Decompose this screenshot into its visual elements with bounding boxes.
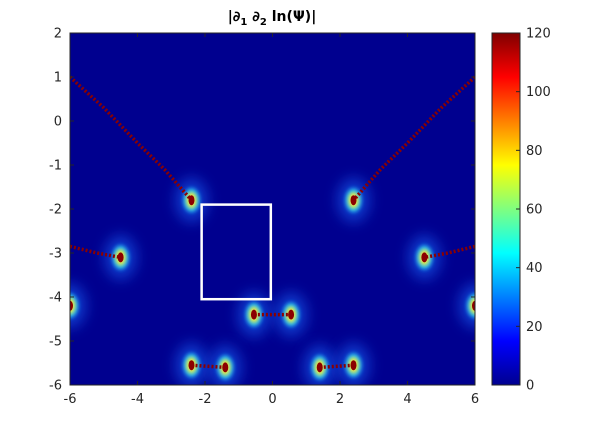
x-tick-label: -6 [64, 392, 77, 407]
peak-curve [424, 244, 475, 260]
y-axis: 2 1 0 -1 -2 -3 -4 -5 -6 [49, 27, 475, 394]
hot-spot-core [117, 252, 124, 263]
colorbar-gradient [491, 32, 521, 386]
x-axis: -6 -4 -2 0 2 4 6 [64, 33, 479, 407]
y-tick-label: -1 [49, 159, 62, 174]
colorbar-ticks: 120 100 80 60 40 20 0 [516, 27, 551, 394]
hot-spot [70, 283, 86, 328]
hot-spot-core [472, 300, 475, 311]
hot-spot [408, 235, 441, 280]
y-tick-label: -5 [49, 335, 62, 350]
chart-title: |∂1 ∂2 ln(Ψ)| [228, 9, 317, 28]
hot-spot [175, 343, 208, 385]
x-tick-label: 2 [336, 392, 344, 407]
hot-spot [104, 235, 137, 280]
peak-curves [70, 75, 475, 370]
colorbar-tick-label: 20 [526, 320, 543, 335]
colorbar: 120 100 80 60 40 20 0 [491, 27, 551, 394]
peak-curve [70, 244, 121, 260]
colorbar-tick-label: 60 [526, 203, 543, 218]
hot-spot [303, 345, 336, 385]
y-tick-label: -3 [49, 247, 62, 262]
y-tick-label: -6 [49, 379, 62, 394]
colorbar-tick-label: 40 [526, 261, 543, 276]
hot-spot [459, 283, 475, 328]
heatmap-background [70, 33, 475, 385]
hot-spot [209, 345, 242, 385]
x-tick-label: 4 [403, 392, 411, 407]
y-tick-label: 1 [54, 71, 62, 86]
x-tick-label: -2 [199, 392, 212, 407]
highlight-rectangle [200, 203, 273, 301]
hot-spot-core [70, 300, 73, 311]
peak-curve [70, 75, 193, 202]
colorbar-tick-label: 100 [526, 85, 551, 100]
x-tick-label: -4 [131, 392, 144, 407]
y-tick-label: -2 [49, 203, 62, 218]
peak-curve [319, 363, 354, 370]
y-tick-label: -4 [49, 291, 62, 306]
hot-spot-core [316, 362, 323, 373]
x-tick-label: 6 [471, 392, 479, 407]
heatmap-layer [70, 178, 475, 385]
colorbar-tick-label: 80 [526, 144, 543, 159]
y-tick-label: 0 [54, 115, 62, 130]
plot-area [69, 32, 476, 386]
x-tick-label: 0 [268, 392, 276, 407]
hot-spot-core [421, 252, 428, 263]
peak-curve [191, 363, 226, 370]
peak-curve [352, 75, 475, 202]
y-tick-label: 2 [54, 27, 62, 42]
colorbar-tick-label: 120 [526, 27, 551, 42]
colorbar-tick-label: 0 [526, 379, 534, 394]
